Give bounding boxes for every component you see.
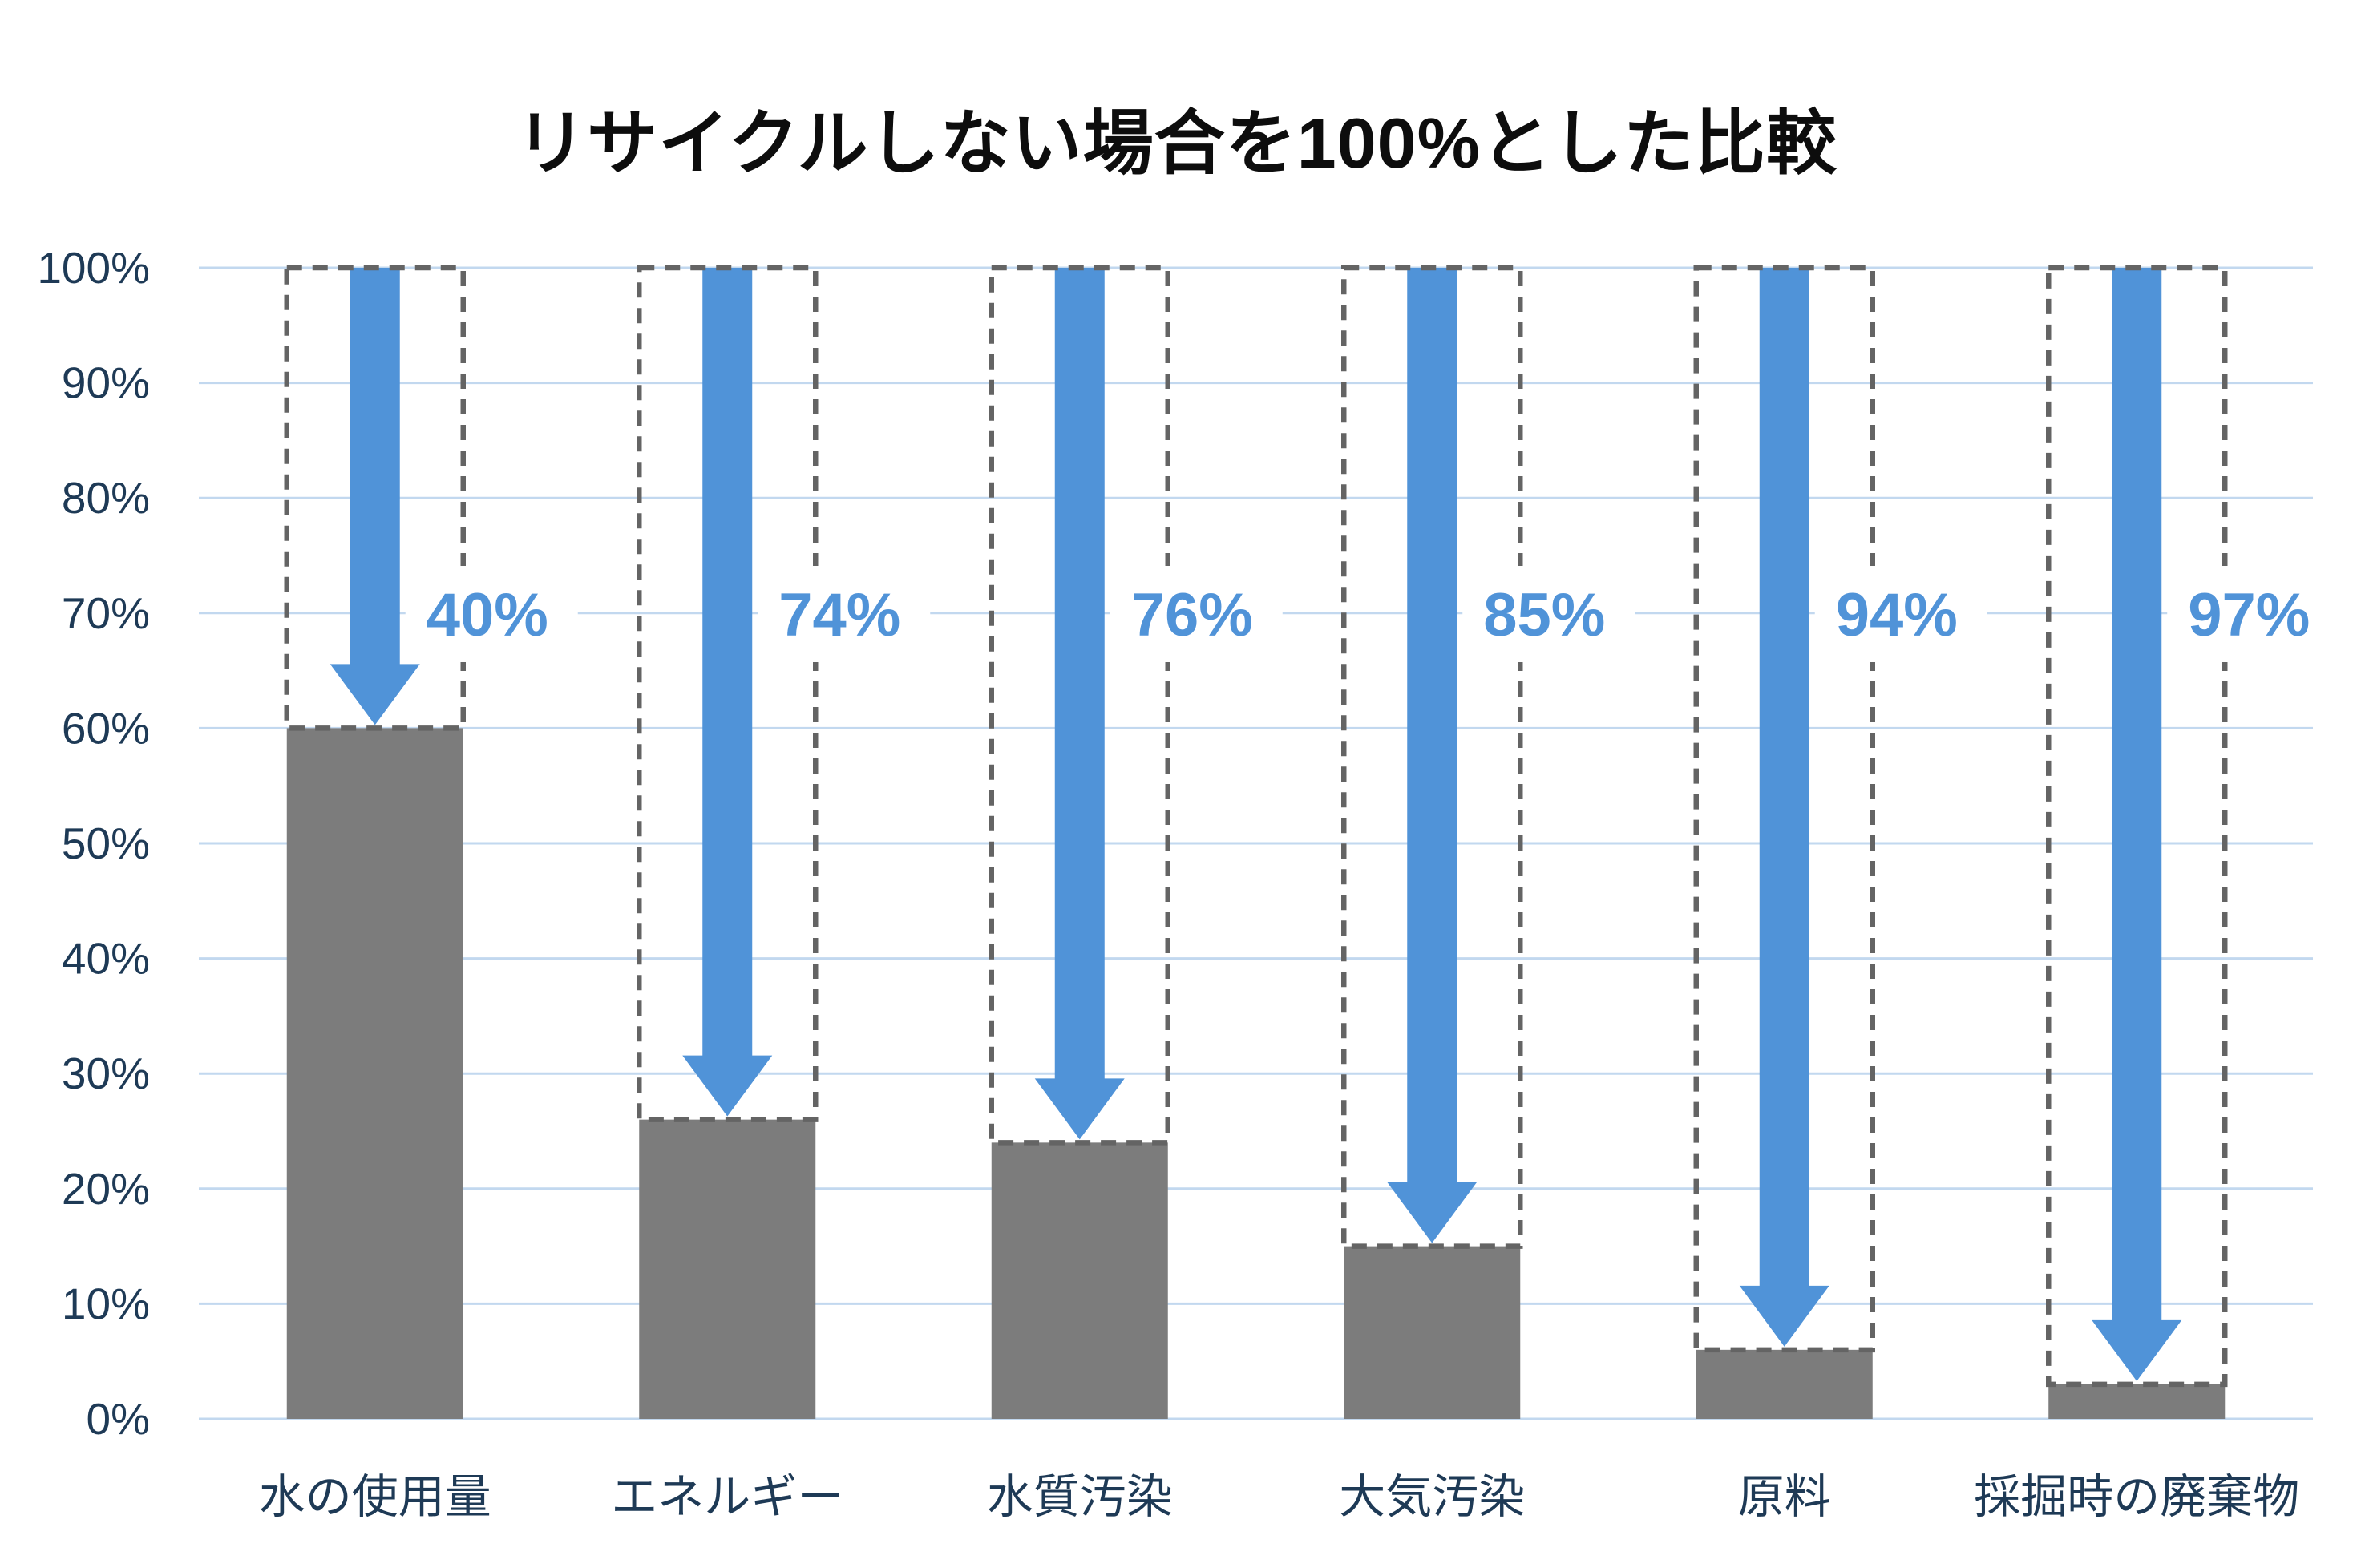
reduction-arrow [2092, 268, 2182, 1381]
reduction-label: 85% [1483, 581, 1605, 649]
category-label: 採掘時の廃棄物 [1974, 1471, 2299, 1523]
reduction-label: 74% [778, 581, 900, 649]
category-label: 水質汚染 [987, 1471, 1173, 1523]
y-axis-tick-80%: 80% [62, 473, 150, 523]
baseline-outline [1341, 265, 1523, 1249]
reduction-label-backplate [1814, 566, 1987, 662]
value-bar [286, 728, 463, 1419]
y-axis-tick-30%: 30% [62, 1049, 150, 1098]
value-bar [2048, 1384, 2226, 1419]
reduction-arrow [330, 268, 420, 725]
baseline-outline [1693, 265, 1875, 1353]
value-bar [639, 1119, 816, 1419]
reduction-label-backplate [405, 566, 578, 662]
y-axis-tick-60%: 60% [62, 703, 150, 753]
y-axis-tick-20%: 20% [62, 1164, 150, 1214]
value-bar [991, 1142, 1168, 1419]
reduction-label: 76% [1131, 581, 1253, 649]
reduction-label: 40% [427, 581, 548, 649]
y-axis-tick-10%: 10% [62, 1279, 150, 1328]
baseline-outline [284, 265, 466, 731]
chart-title: リサイクルしない場合を100%とした比較 [515, 103, 1838, 183]
y-axis-tick-70%: 70% [62, 588, 150, 638]
baseline-outline [2046, 265, 2228, 1388]
category-label: 原料 [1738, 1471, 1831, 1523]
column-1: 40% 水の使用量 [259, 265, 578, 1523]
y-axis-tick-90%: 90% [62, 358, 150, 408]
reduction-label-backplate [1110, 566, 1283, 662]
y-axis-tick-50%: 50% [62, 818, 150, 868]
column-6: 97% 採掘時の廃棄物 [1974, 265, 2340, 1523]
reduction-label: 97% [2188, 581, 2310, 649]
baseline-outline [989, 265, 1170, 1146]
reduction-label-backplate [758, 566, 931, 662]
column-2: 74% エネルギー [611, 265, 931, 1523]
y-axis-tick-40%: 40% [62, 934, 150, 984]
reduction-arrow [1387, 268, 1478, 1243]
column-4: 85% 大気汚染 [1339, 265, 1635, 1523]
category-label: 水の使用量 [259, 1471, 491, 1523]
reduction-label-backplate [2167, 566, 2340, 662]
reduction-label-backplate [1462, 566, 1635, 662]
column-5: 94% 原料 [1693, 265, 1987, 1523]
category-label: 大気汚染 [1339, 1471, 1525, 1523]
category-label: エネルギー [611, 1471, 843, 1523]
value-bar [1344, 1246, 1521, 1419]
column-3: 76% 水質汚染 [987, 265, 1283, 1523]
reduction-arrow [1034, 268, 1125, 1140]
y-axis-tick-0%: 0% [87, 1394, 151, 1444]
reduction-arrow [682, 268, 773, 1117]
baseline-outline [637, 265, 819, 1122]
y-axis-tick-100%: 100% [37, 243, 150, 293]
value-bar [1696, 1349, 1873, 1419]
reduction-arrow [1739, 268, 1829, 1347]
reduction-label: 94% [1836, 581, 1958, 649]
